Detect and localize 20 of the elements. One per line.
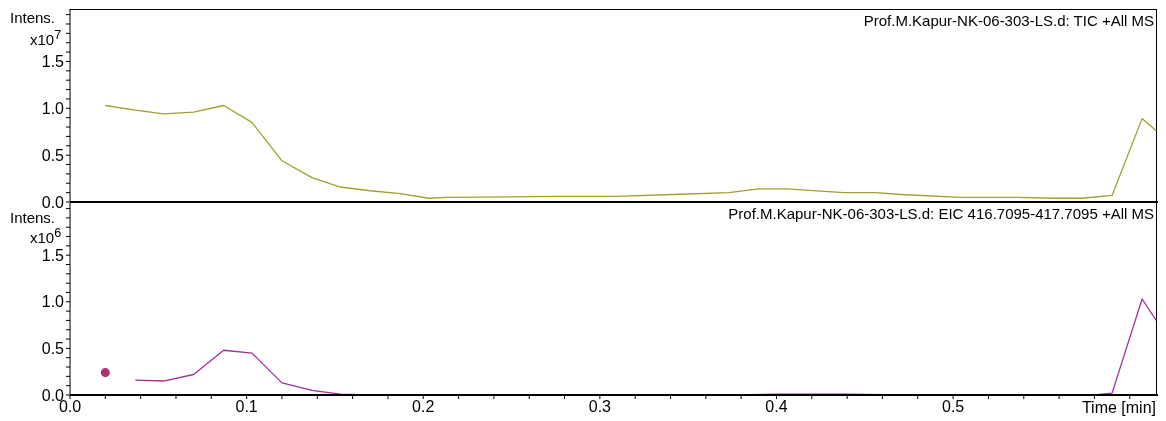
- y-tick-label: 0.0: [41, 193, 65, 211]
- chart-title: Prof.M.Kapur-NK-06-303-LS.d: EIC 416.7095-417.7095 +All MS: [728, 205, 1154, 222]
- x-tick-label: 0.4: [765, 398, 788, 416]
- chart-title: Prof.M.Kapur-NK-06-303-LS.d: TIC +All MS: [863, 12, 1154, 29]
- text: x10$^{6}$: [30, 226, 62, 246]
- y-tick-label: 0.5: [41, 340, 65, 358]
- x-axis-title: Time [min]: [1081, 399, 1156, 417]
- y-tick-label: 1.5: [41, 53, 65, 71]
- x-tick-label: 0.5: [941, 398, 965, 416]
- x-tick-label: 0.3: [588, 398, 612, 416]
- y-axis-title: Intens.: [10, 209, 56, 226]
- x-tick-label: 0.1: [235, 398, 258, 416]
- y-tick-label: 1.0: [41, 99, 65, 117]
- y-axis-title: Intens.: [10, 9, 56, 26]
- y-tick-label: 1.5: [41, 246, 65, 264]
- line-series: [104, 104, 1157, 199]
- x-tick-label: 0.2: [412, 398, 435, 416]
- y-tick-label: 0.5: [41, 146, 65, 164]
- y-tick-label: 1.0: [41, 293, 65, 311]
- text: x10$^{7}$: [30, 28, 62, 48]
